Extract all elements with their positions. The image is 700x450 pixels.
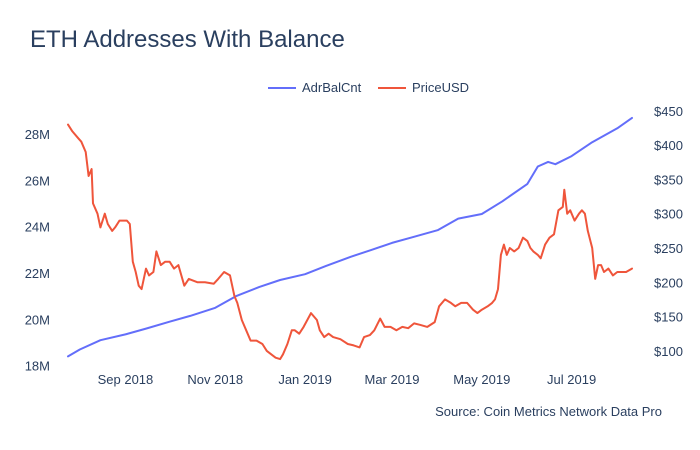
x-tick-label: Jan 2019	[278, 372, 332, 387]
left-tick-label: 26M	[25, 173, 50, 188]
right-axis: $100 $150 $200 $250 $300 $350 $400 $450	[654, 104, 683, 359]
left-tick-label: 24M	[25, 220, 50, 235]
right-tick-label: $150	[654, 310, 683, 325]
chart-title: ETH Addresses With Balance	[30, 26, 345, 53]
right-tick-label: $200	[654, 275, 683, 290]
x-tick-label: Sep 2018	[98, 372, 154, 387]
plot-area	[67, 116, 633, 361]
legend: AdrBalCnt PriceUSD	[268, 80, 469, 95]
left-tick-label: 22M	[25, 266, 50, 281]
left-tick-label: 20M	[25, 312, 50, 327]
x-tick-label: Mar 2019	[365, 372, 420, 387]
left-axis: 18M 20M 22M 24M 26M 28M	[25, 127, 50, 374]
right-tick-label: $100	[654, 344, 683, 359]
series-line-priceusd	[67, 123, 633, 361]
left-tick-label: 28M	[25, 127, 50, 142]
x-tick-label: May 2019	[453, 372, 510, 387]
source-note: Source: Coin Metrics Network Data Pro	[435, 404, 662, 419]
legend-label-priceusd: PriceUSD	[412, 80, 469, 95]
series-line-adrbalcnt	[67, 116, 633, 358]
legend-label-adrbalcnt: AdrBalCnt	[302, 80, 362, 95]
right-tick-label: $450	[654, 104, 683, 119]
x-tick-label: Nov 2018	[187, 372, 243, 387]
left-tick-label: 18M	[25, 359, 50, 374]
right-tick-label: $350	[654, 172, 683, 187]
right-tick-label: $250	[654, 241, 683, 256]
right-tick-label: $300	[654, 207, 683, 222]
x-axis: Sep 2018 Nov 2018 Jan 2019 Mar 2019 May 2019…	[98, 372, 597, 387]
right-tick-label: $400	[654, 138, 683, 153]
x-tick-label: Jul 2019	[547, 372, 596, 387]
